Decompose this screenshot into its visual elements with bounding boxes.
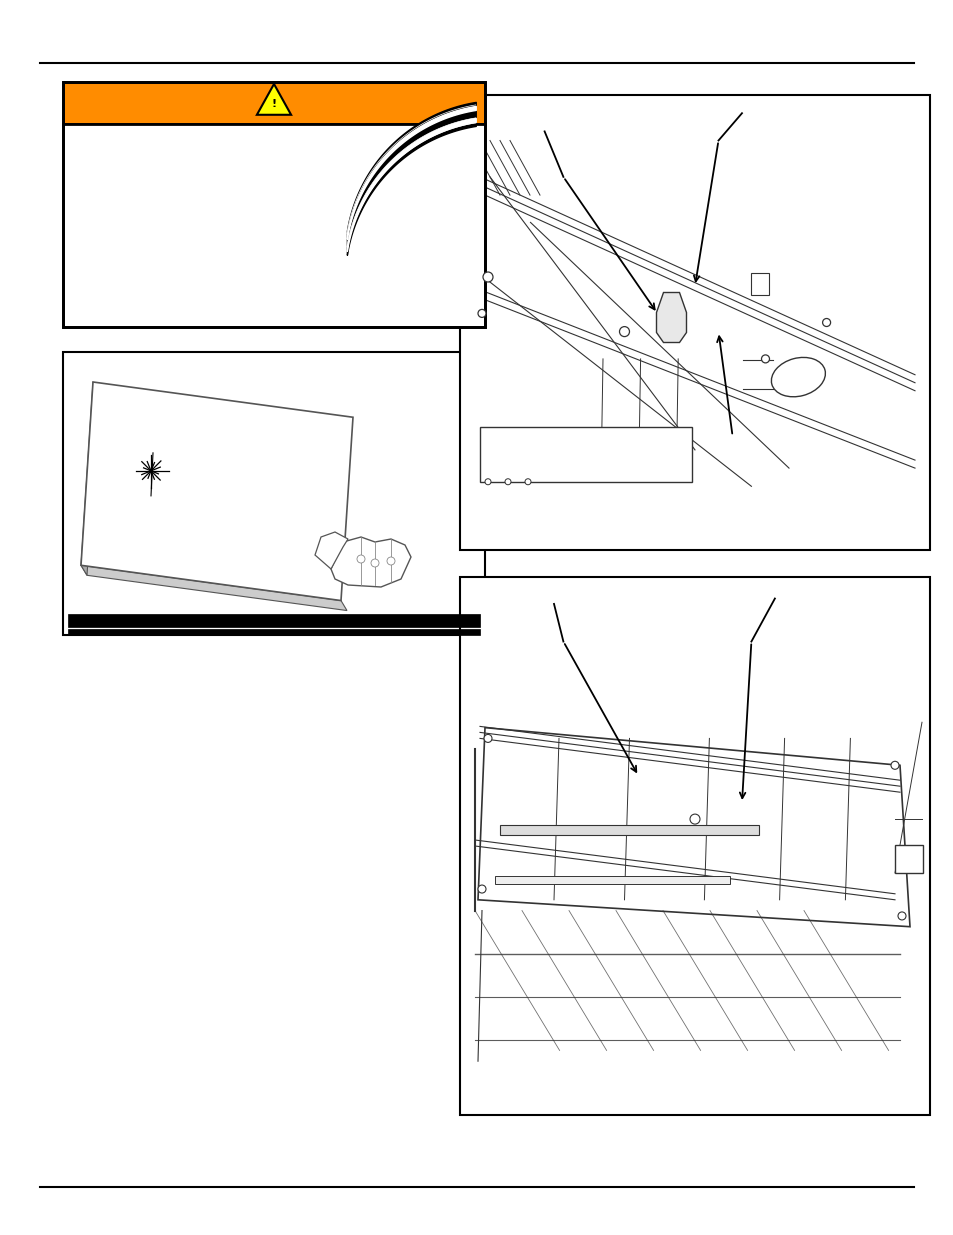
Circle shape [897, 911, 905, 920]
Circle shape [482, 272, 493, 282]
Circle shape [760, 354, 769, 363]
Polygon shape [314, 532, 348, 569]
Bar [459, 95, 929, 550]
Circle shape [504, 479, 511, 485]
Polygon shape [256, 84, 291, 115]
Ellipse shape [771, 357, 824, 396]
Bar [63, 352, 484, 635]
Bar [63, 124, 484, 327]
Polygon shape [81, 566, 347, 610]
Circle shape [484, 479, 491, 485]
Bar [68, 614, 479, 627]
Bar [495, 876, 729, 884]
Circle shape [477, 885, 485, 893]
Polygon shape [81, 382, 99, 576]
Bar [459, 577, 929, 1115]
Text: !: ! [272, 99, 276, 109]
Bar [894, 845, 923, 873]
Circle shape [524, 479, 531, 485]
Circle shape [618, 326, 629, 337]
Circle shape [890, 761, 898, 769]
Polygon shape [656, 293, 686, 342]
Circle shape [483, 735, 492, 742]
Polygon shape [81, 382, 353, 600]
Circle shape [689, 814, 700, 824]
Circle shape [387, 557, 395, 564]
Circle shape [477, 310, 485, 317]
Circle shape [821, 319, 830, 326]
Bar [63, 82, 484, 124]
Bar [499, 825, 758, 835]
Circle shape [356, 555, 365, 563]
Bar [751, 273, 768, 295]
Polygon shape [331, 537, 411, 587]
Bar [68, 629, 479, 635]
Circle shape [371, 559, 378, 567]
Bar [63, 82, 484, 327]
Bar [479, 427, 691, 482]
